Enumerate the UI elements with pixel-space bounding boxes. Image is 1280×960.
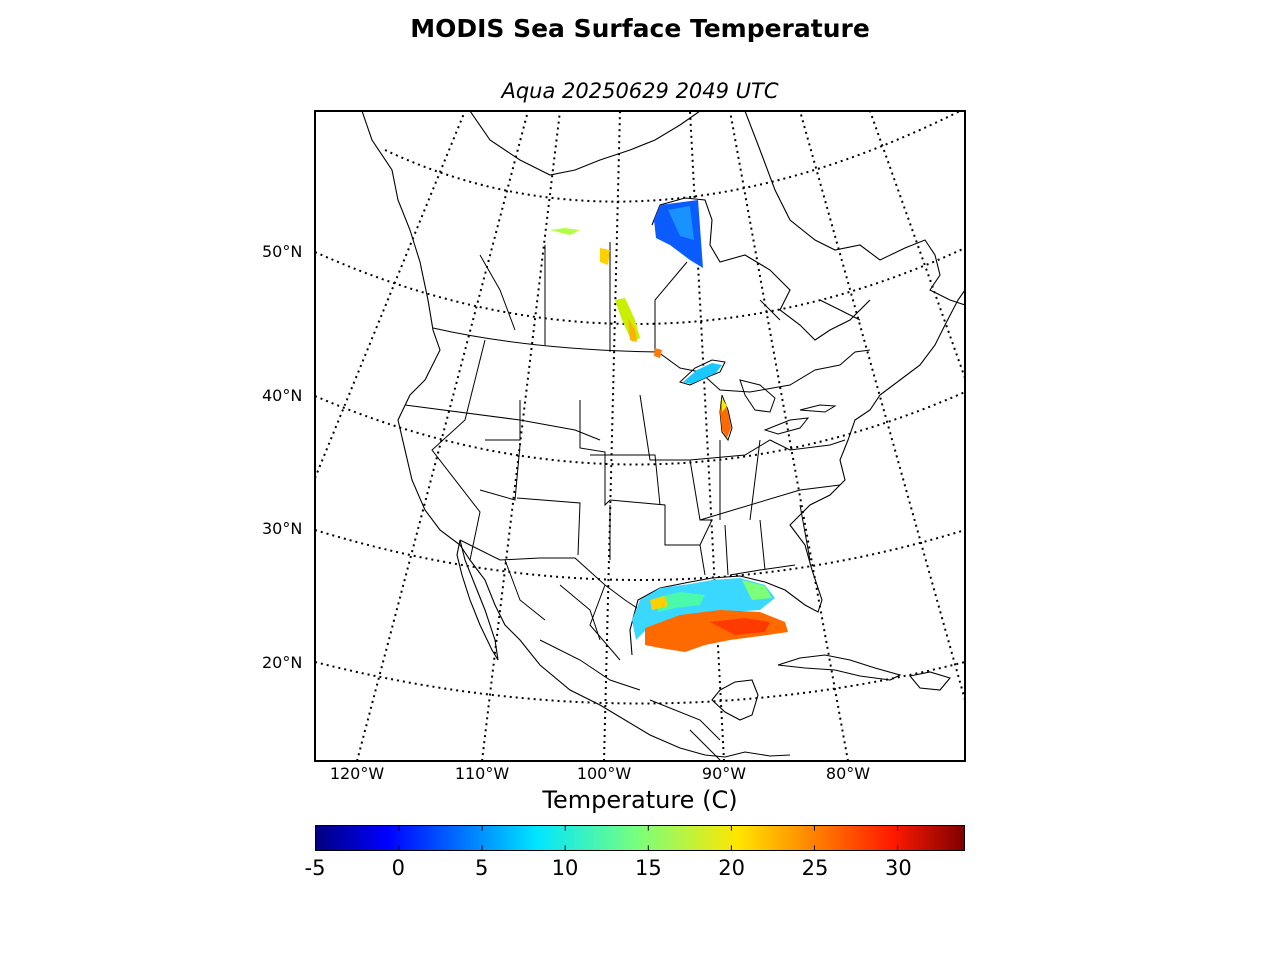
parallel-60n: [384, 111, 961, 203]
meridian-120w: [356, 111, 529, 761]
figure-subtitle: Aqua 20250629 2049 UTC: [501, 79, 779, 103]
meridian-110w: [481, 111, 561, 761]
sst-prairie-lakes-2: [600, 248, 610, 265]
arctic-islands: [469, 111, 701, 176]
lake-superior-outline: [679, 359, 726, 386]
sst-lake-of-woods: [654, 348, 662, 358]
political-borders: [404, 242, 871, 761]
sst-lake-manitoba: [628, 318, 637, 342]
hispaniola: [908, 671, 951, 691]
colorbar-tick-label: 30: [884, 856, 912, 880]
lon-label-90w: 90°W: [701, 764, 747, 783]
colorbar-tick-label: -5: [304, 856, 326, 880]
parallel-30n: [315, 529, 965, 581]
sst-prairie-lakes-1: [550, 228, 580, 235]
sst-gulf-north: [632, 578, 775, 640]
labrador-coast: [744, 111, 965, 306]
colorbar-tick-label: 15: [634, 856, 662, 880]
sst-hudson-bay-light: [668, 206, 694, 240]
figure-title: MODIS Sea Surface Temperature: [410, 14, 870, 43]
us-mexico-border: [459, 539, 641, 611]
lon-label-120w: 120°W: [329, 764, 385, 783]
lat-label-20n: 20°N: [262, 653, 303, 672]
graticule-parallels: [315, 111, 965, 705]
lat-label-50n: 50°N: [262, 242, 303, 261]
parallel-50n: [315, 247, 965, 325]
colorbar: [315, 825, 965, 851]
lon-label-110w: 110°W: [454, 764, 510, 783]
sst-gulf-east-cyan: [742, 580, 772, 600]
us-canada-border: [432, 327, 871, 393]
us-states-west: [404, 339, 700, 561]
lake-ontario-outline: [799, 404, 837, 413]
meridian-90w: [689, 111, 725, 761]
sst-lake-superior: [683, 363, 722, 384]
mexico-states: [504, 559, 721, 761]
sst-gulf-north-green: [655, 592, 705, 612]
colorbar-tick-label: 0: [391, 856, 406, 880]
sst-lake-winnipeg: [615, 298, 640, 342]
hudson-bay-coast: [651, 197, 871, 341]
sst-lake-michigan-north: [722, 398, 727, 412]
parallel-40n: [315, 391, 965, 466]
great-lakes-outline: [679, 359, 837, 442]
sst-gulf-west-yellow: [650, 596, 668, 610]
gulf-coast: [629, 289, 965, 656]
colorbar-tick-label: 20: [718, 856, 746, 880]
lat-label-40n: 40°N: [262, 386, 303, 405]
lat-label-30n: 30°N: [262, 519, 303, 538]
map-frame: [314, 110, 966, 762]
baja-california: [456, 539, 499, 661]
lon-label-80w: 80°W: [825, 764, 871, 783]
colorbar-tick-label: 5: [474, 856, 489, 880]
colorbar-tick-label: 25: [801, 856, 829, 880]
lake-huron-outline: [739, 379, 776, 413]
colorbar-ticks: [398, 826, 899, 850]
meridian-130w: [315, 111, 466, 479]
meridian-60w: [869, 111, 965, 379]
canada-provinces: [479, 242, 861, 352]
colorbar-tick-label: 10: [551, 856, 579, 880]
west-coast: [361, 111, 791, 758]
sst-patches: [550, 200, 788, 652]
parallel-20n: [315, 661, 965, 705]
yucatan: [711, 679, 759, 721]
sst-gulf-south-red: [710, 618, 770, 635]
lon-label-100w: 100°W: [576, 764, 632, 783]
us-states-east: [639, 394, 846, 576]
coastlines: [361, 111, 965, 758]
colorbar-label: Temperature (C): [542, 786, 738, 814]
meridian-80w: [729, 111, 849, 761]
meridian-100w: [603, 111, 621, 761]
graticule-meridians: [315, 111, 965, 761]
cuba: [777, 654, 902, 681]
lake-erie-outline: [763, 417, 810, 435]
